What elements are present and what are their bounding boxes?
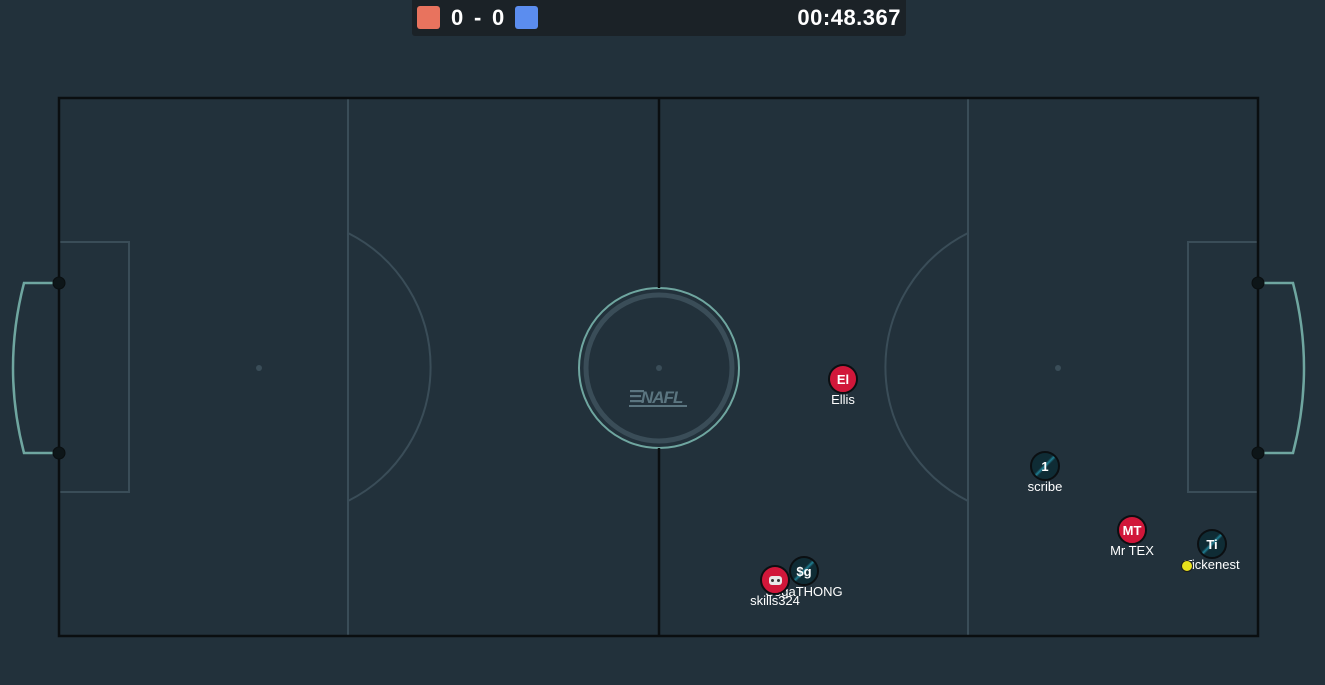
left-arc [347, 232, 432, 502]
right-arc [884, 232, 969, 502]
avatar-text: 1 [1041, 458, 1049, 474]
player-name: Tickenest [1184, 557, 1240, 572]
scoreboard: 0 - 0 00:48.367 [412, 0, 906, 36]
red-score: 0 [451, 5, 464, 30]
player-name: Ellis [831, 392, 855, 407]
avatar-text: Ti [1206, 536, 1218, 552]
left-box [59, 241, 130, 493]
left-post-top [52, 276, 66, 290]
nafl-logo: NAFL [629, 388, 687, 407]
player-avatar: $g [789, 556, 819, 586]
player-avatar: El [828, 364, 858, 394]
left-spot [256, 365, 262, 371]
pitch-markings [59, 98, 1258, 636]
player-avatar: 1 [1030, 451, 1060, 481]
avatar-text: $g [796, 563, 812, 579]
robot-icon [768, 575, 782, 585]
avatar-text: El [836, 371, 850, 387]
right-goal [1258, 281, 1306, 455]
match-clock: 00:48.367 [797, 5, 901, 30]
center-circle-inner [583, 292, 735, 444]
right-post-bottom [1251, 446, 1265, 460]
right-post-top [1251, 276, 1265, 290]
player-name: skills324 [750, 593, 800, 608]
ball [1181, 560, 1193, 572]
blue-team-swatch [515, 6, 538, 29]
player-name: Mr TEX [1110, 543, 1154, 558]
right-spot [1055, 365, 1061, 371]
blue-score: 0 [492, 5, 505, 30]
avatar-text: MT [1122, 522, 1142, 538]
red-team-swatch [417, 6, 440, 29]
player-avatar: MT [1117, 515, 1147, 545]
score-separator: - [474, 5, 482, 30]
center-spot [656, 365, 662, 371]
player-name: scribe [1027, 479, 1063, 494]
right-box [1187, 241, 1258, 493]
left-post-bottom [52, 446, 66, 460]
logo-text: NAFL [641, 388, 683, 407]
player-avatar: Ti [1197, 529, 1227, 559]
left-goal [11, 281, 59, 455]
player-avatar [760, 565, 790, 595]
